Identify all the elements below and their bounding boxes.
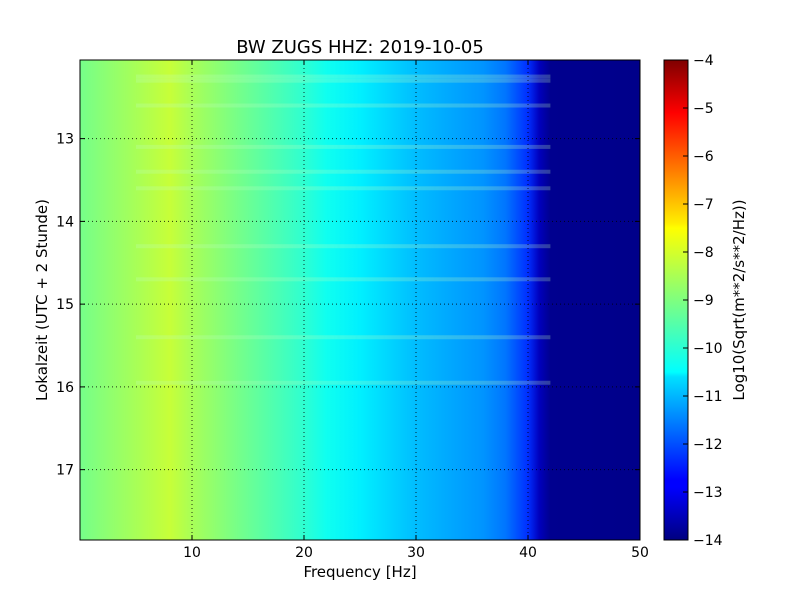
colorbar-tick-label: −5 [693, 101, 714, 117]
colorbar-tick-label: −9 [693, 293, 714, 309]
horizontal-bands [136, 74, 551, 385]
colorbar-tick-label: −14 [693, 533, 723, 549]
colorbar-ticks: −4 −5 −6 −7 −8 −9 −10 −11 −12 −13 −14 [683, 53, 723, 549]
colorbar-tick-label: −13 [693, 485, 723, 501]
y-tick-label: 15 [56, 297, 74, 313]
horizontal-band [136, 169, 551, 174]
horizontal-band [136, 380, 551, 385]
colorbar-tick-label: −12 [693, 437, 723, 453]
y-axis-ticks: 13 14 15 16 17 [56, 132, 640, 479]
chart-title: BW ZUGS HHZ: 2019-10-05 [236, 37, 484, 58]
horizontal-band [136, 244, 551, 249]
plot-frame [79, 59, 641, 541]
y-tick-label: 17 [56, 463, 74, 479]
colorbar-tick-label: −7 [693, 197, 714, 213]
horizontal-band [136, 335, 551, 340]
horizontal-band [136, 74, 551, 79]
x-tick-label: 30 [407, 545, 425, 561]
horizontal-band [136, 277, 551, 282]
horizontal-band [136, 78, 551, 83]
colorbar-label: Log10(Sqrt(m**2/s**2/Hz)) [730, 199, 748, 400]
horizontal-band [136, 144, 551, 149]
colorbar-tick-label: −4 [693, 53, 714, 69]
horizontal-band [136, 103, 551, 108]
y-tick-label: 14 [56, 214, 74, 230]
x-tick-label: 40 [519, 545, 537, 561]
x-axis-ticks: 10 20 30 40 50 [183, 60, 649, 561]
y-axis-label: Lokalzeit (UTC + 2 Stunde) [33, 199, 51, 401]
horizontal-band [136, 186, 551, 191]
grid-lines [80, 60, 640, 540]
plot-area [80, 60, 640, 540]
colorbar-tick-label: −6 [693, 149, 714, 165]
y-tick-label: 13 [56, 132, 74, 148]
colorbar: −4 −5 −6 −7 −8 −9 −10 −11 −12 −13 −14 Log10(Sqrt(m… [663, 53, 748, 549]
colorbar-tick-label: −10 [693, 341, 723, 357]
x-tick-label: 10 [183, 545, 201, 561]
y-tick-label: 16 [56, 380, 74, 396]
spectrogram-image [80, 60, 640, 540]
colorbar-tick-label: −8 [693, 245, 714, 261]
x-tick-label: 50 [631, 545, 649, 561]
colorbar-tick-label: −11 [693, 389, 723, 405]
x-axis-label: Frequency [Hz] [303, 563, 416, 581]
x-tick-label: 20 [295, 545, 313, 561]
